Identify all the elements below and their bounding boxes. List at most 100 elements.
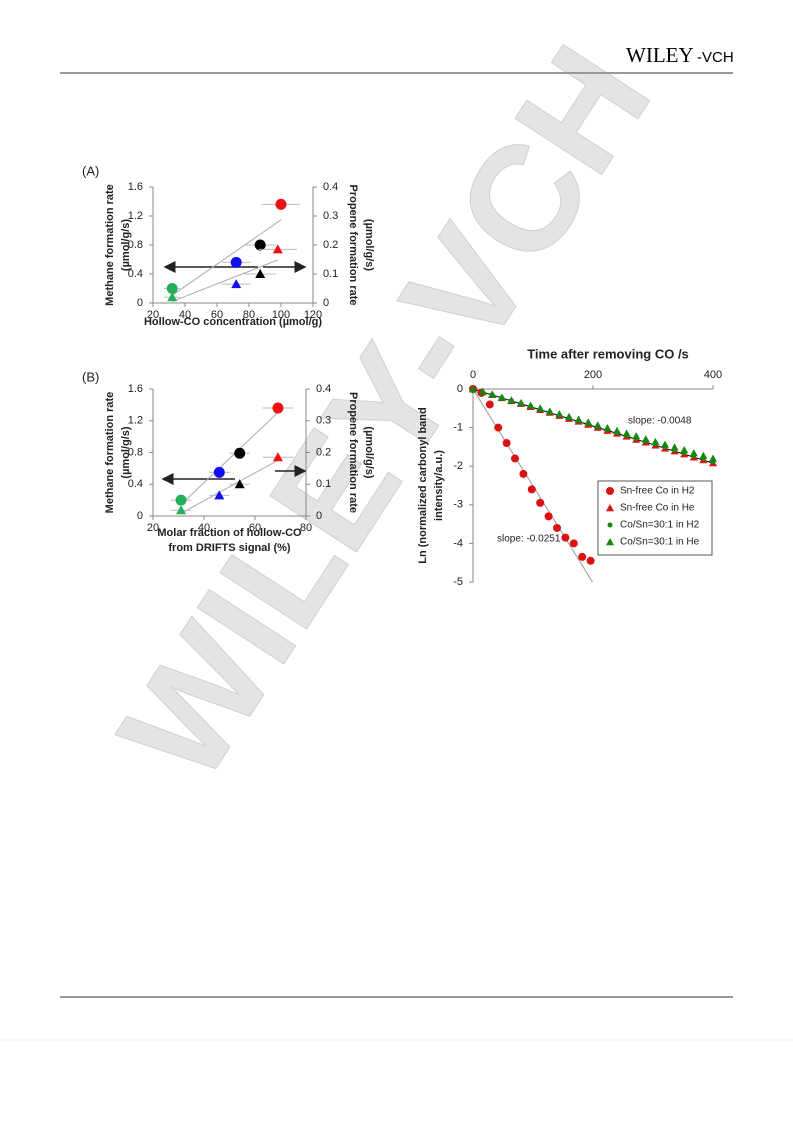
point — [613, 426, 621, 434]
point — [670, 443, 679, 451]
y-axis-label: Methane formation rate — [104, 184, 116, 306]
brand-suffix: -VCH — [697, 49, 734, 66]
x-axis-label: Time after removing CO /s — [527, 346, 689, 361]
x-tick-label: 80 — [243, 309, 255, 321]
legend-label: Sn-free Co in He — [620, 503, 695, 514]
legend-marker — [606, 487, 614, 495]
y-tick-label: 1.2 — [128, 210, 143, 222]
point — [234, 447, 246, 459]
y2-tick-label: 0.2 — [323, 239, 338, 251]
point — [651, 437, 660, 446]
point — [213, 466, 225, 478]
point — [494, 423, 503, 432]
point — [632, 432, 641, 440]
point — [214, 490, 225, 500]
x-tick-label: 80 — [300, 522, 312, 534]
y-tick-label: -3 — [453, 499, 463, 511]
y-tick-label: 1.6 — [128, 383, 143, 395]
y-axis-label: Methane formation rate — [104, 392, 116, 514]
point — [254, 239, 266, 251]
y2-tick-label: 0.1 — [316, 478, 331, 490]
point — [469, 385, 477, 393]
y2-tick-label: 0.3 — [316, 415, 331, 427]
y2-tick-label: 0 — [316, 510, 322, 522]
x-tick-label: 40 — [179, 309, 191, 321]
point — [586, 556, 595, 565]
y-tick-label: -1 — [453, 422, 463, 434]
panel-label: (A) — [82, 163, 99, 178]
point — [526, 401, 535, 409]
y-tick-label: 0 — [137, 297, 143, 309]
point — [555, 410, 564, 418]
legend-marker — [606, 504, 614, 512]
x-tick-label: 100 — [272, 309, 290, 321]
point — [502, 439, 511, 448]
y2-tick-label: 0.1 — [323, 268, 338, 280]
y-tick-label: 0 — [137, 510, 143, 522]
point — [234, 479, 245, 489]
point — [584, 418, 593, 426]
point — [507, 396, 516, 404]
point — [603, 423, 612, 432]
trend-line — [180, 459, 279, 514]
point — [661, 440, 669, 448]
point — [593, 421, 602, 429]
legend-label: Co/Sn=30:1 in H2 — [620, 520, 700, 531]
y-axis-label: (µmol/g/s) — [120, 219, 132, 272]
point — [699, 451, 708, 459]
point — [485, 400, 494, 409]
y-tick-label: 1.6 — [128, 181, 143, 193]
point — [680, 445, 689, 454]
point — [641, 435, 650, 443]
point — [255, 269, 266, 278]
point — [517, 398, 525, 407]
y-tick-label: -2 — [453, 460, 463, 472]
point — [231, 279, 242, 289]
y-tick-label: -4 — [453, 537, 463, 549]
point — [275, 198, 287, 210]
point — [176, 505, 187, 515]
trend-line — [180, 412, 279, 505]
y2-tick-label: 0.3 — [323, 210, 338, 222]
point — [519, 469, 528, 478]
point — [272, 402, 284, 414]
legend-label: Co/Sn=30:1 in He — [620, 537, 700, 548]
x-axis-label: Hollow-CO concentration (µmol/g) — [144, 316, 322, 328]
point — [166, 283, 178, 294]
point — [544, 512, 553, 521]
trend-line — [172, 259, 278, 302]
trend-line — [171, 219, 282, 296]
y-axis-label: (µmol/g/s) — [120, 426, 132, 479]
x-axis-label: from DRIFTS signal (%) — [168, 542, 291, 554]
point — [511, 454, 519, 463]
point — [497, 393, 506, 401]
x-tick-label: 0 — [470, 369, 476, 381]
y-tick-label: 0.8 — [128, 446, 143, 458]
point — [488, 390, 497, 398]
point — [578, 552, 587, 561]
x-tick-label: 120 — [304, 309, 322, 321]
point — [175, 494, 187, 506]
y2-axis-label: (µmol/g/s) — [363, 426, 375, 479]
y-tick-label: 0.8 — [128, 239, 143, 251]
point — [527, 485, 536, 494]
panel-label: (B) — [82, 369, 99, 384]
y-tick-label: 1.2 — [128, 415, 143, 427]
brand: WILEY — [626, 43, 694, 67]
point — [569, 539, 578, 548]
x-tick-label: 40 — [198, 522, 210, 534]
watermark: WILEY-VCH — [87, 18, 682, 808]
y2-axis-label: Propene formation rate — [347, 392, 359, 513]
x-tick-label: 400 — [704, 369, 722, 381]
point — [536, 404, 545, 412]
point — [565, 412, 573, 420]
y-tick-label: -5 — [453, 576, 463, 588]
point — [574, 415, 583, 423]
point — [709, 454, 717, 462]
y-axis-label: Ln (normalized carbonyl band — [417, 407, 429, 563]
legend-label: Sn-free Co in H2 — [620, 486, 695, 497]
annotation: slope: -0.0251 — [497, 534, 561, 545]
legend-box — [597, 480, 713, 556]
annotation: slope: -0.0048 — [628, 416, 692, 427]
